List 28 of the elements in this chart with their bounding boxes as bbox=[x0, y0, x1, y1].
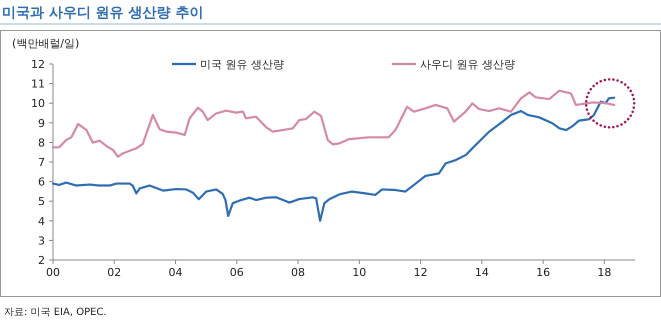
line-series bbox=[52, 90, 616, 158]
y-axis-title: (백만배럴/일) bbox=[12, 37, 80, 50]
x-tick-label: 08 bbox=[291, 266, 306, 279]
x-tick-label: 10 bbox=[352, 266, 366, 279]
y-tick-label: 4 bbox=[38, 214, 45, 228]
y-tick-label: 5 bbox=[38, 195, 45, 208]
y-tick-label: 7 bbox=[38, 156, 45, 169]
chart-title: 미국과 사우디 원유 생산량 추이 bbox=[2, 5, 204, 21]
y-tick-label: 9 bbox=[38, 116, 45, 130]
y-tick-label: 6 bbox=[38, 176, 45, 189]
y-tick-label: 3 bbox=[38, 234, 45, 248]
x-tick-label: 04 bbox=[168, 266, 183, 279]
y-tick-label: 10 bbox=[31, 97, 45, 110]
x-tick-label: 00 bbox=[46, 266, 60, 279]
x-tick-label: 06 bbox=[230, 266, 244, 279]
x-tick-label: 18 bbox=[597, 266, 612, 279]
y-tick-label: 8 bbox=[38, 136, 45, 150]
x-tick-label: 14 bbox=[474, 266, 489, 279]
legend-label: 미국 원유 생산량 bbox=[200, 58, 284, 71]
x-tick-label: 16 bbox=[536, 266, 550, 279]
x-tick-label: 02 bbox=[107, 266, 122, 279]
legend-label: 사우디 원유 생산량 bbox=[420, 58, 515, 71]
x-tick-label: 12 bbox=[414, 266, 428, 279]
line-series bbox=[52, 96, 616, 222]
y-tick-label: 12 bbox=[31, 58, 45, 71]
text: 자료: 미국 EIA, OPEC. bbox=[4, 307, 107, 318]
y-tick-label: 11 bbox=[31, 78, 45, 91]
y-tick-label: 2 bbox=[38, 254, 45, 267]
